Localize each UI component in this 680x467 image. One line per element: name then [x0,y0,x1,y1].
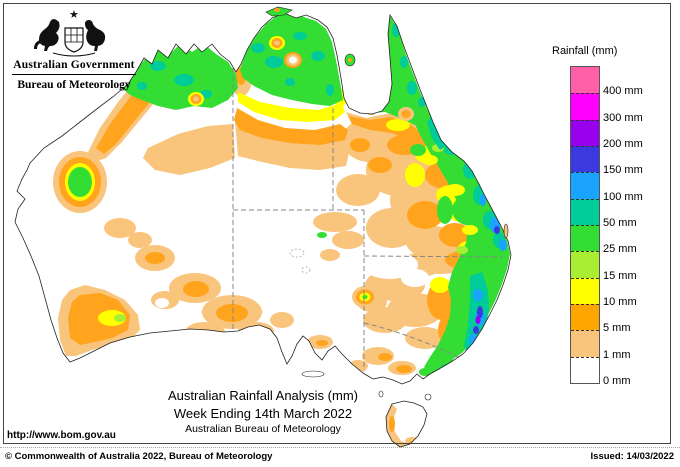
legend-label: 15 mm [603,270,637,282]
shield [64,27,84,53]
legend-swatch [571,145,599,173]
legend-swatch [571,330,599,357]
legend-label: 100 mm [603,191,643,203]
legend-swatch [571,356,599,383]
legend-swatch [571,277,599,304]
logo-divider [12,74,136,75]
map-frame [3,3,671,444]
scroll [52,52,96,57]
map-org-line: Australian Bureau of Meteorology [185,423,341,435]
bureau-title: Bureau of Meteorology [17,79,131,91]
legend-swatch [571,198,599,225]
map-subtitle: Week Ending 14th March 2022 [173,406,353,421]
legend-title: Rainfall (mm) [552,45,618,57]
kangaroo-icon [34,19,60,51]
legend-swatch [571,224,599,252]
legend-label: 200 mm [603,138,643,150]
legend-swatch [571,67,599,94]
legend-swatch [571,172,599,199]
legend-label: 300 mm [603,112,643,124]
legend-swatch [571,93,599,120]
footer-bar: © Commonwealth of Australia 2022, Bureau… [0,447,680,467]
copyright-text: © Commonwealth of Australia 2022, Bureau… [5,451,273,462]
star-icon: ★ [69,9,79,21]
legend-color-scale [570,66,600,384]
legend-label: 1 mm [603,349,631,361]
legend-label: 10 mm [603,296,637,308]
issued-date: Issued: 14/03/2022 [590,451,674,462]
map-title: Australian Rainfall Analysis (mm) [167,388,358,403]
legend-label: 25 mm [603,243,637,255]
government-title: Australian Government [13,59,135,71]
legend-swatch [571,119,599,146]
legend-swatch [571,303,599,331]
legend-label: 5 mm [603,322,631,334]
legend-label: 150 mm [603,164,643,176]
map-captions: Australian Rainfall Analysis (mm) Week E… [113,387,413,436]
legend-swatch [571,251,599,278]
coat-of-arms: ★ [34,9,106,57]
legend-label: 50 mm [603,217,637,229]
legend-label: 400 mm [603,85,643,97]
bom-url: http://www.bom.gov.au [7,430,116,441]
bom-logo-block: ★ Australian Government Bureau of Meteor… [8,6,140,91]
emu-icon [85,20,106,51]
legend-label: 0 mm [603,375,631,387]
